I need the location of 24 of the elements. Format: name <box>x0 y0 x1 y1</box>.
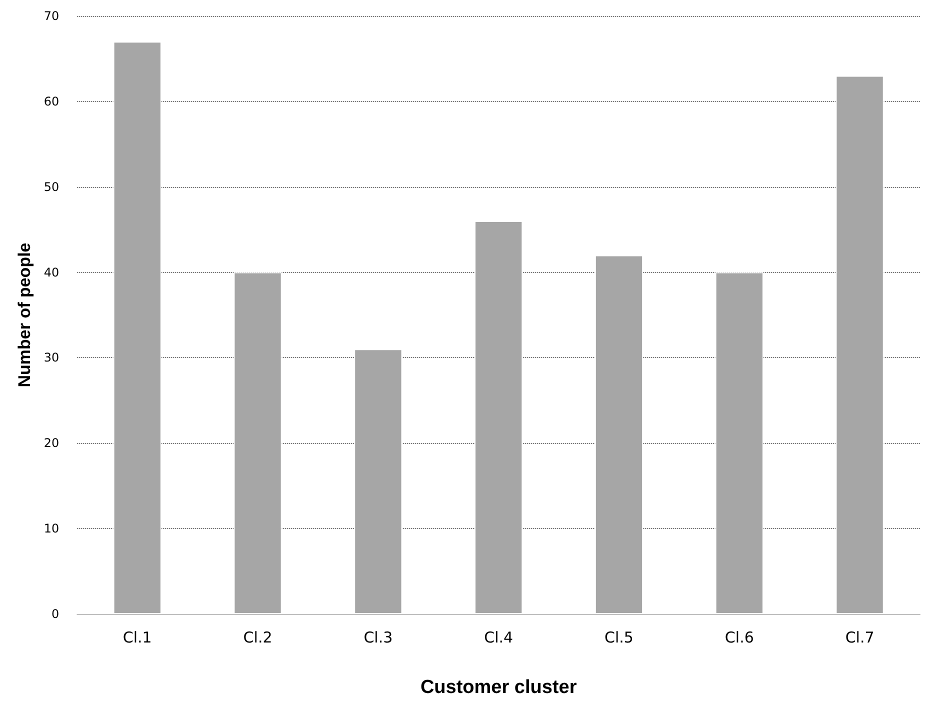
y-tick-label: 60 <box>44 94 60 108</box>
x-tick-label: Cl.4 <box>484 628 514 646</box>
y-tick-label: 70 <box>44 9 60 23</box>
x-tick-label: Cl.1 <box>122 628 152 646</box>
bar <box>836 76 884 614</box>
bar <box>715 272 764 614</box>
x-tick-label: Cl.3 <box>364 628 393 646</box>
bar <box>354 349 402 614</box>
y-tick-label: 50 <box>44 180 60 194</box>
y-axis-title: Number of people <box>15 242 34 388</box>
x-tick-label: Cl.7 <box>845 628 874 646</box>
y-tick-label: 0 <box>52 607 60 621</box>
x-axis-title: Customer cluster <box>420 677 578 698</box>
x-tick-label: Cl.6 <box>724 628 754 646</box>
bar <box>234 272 282 614</box>
y-tick-label: 30 <box>44 350 60 365</box>
x-tick-label: Cl.2 <box>243 628 272 646</box>
x-tick-label: Cl.5 <box>604 628 634 646</box>
y-tick-label: 10 <box>44 522 60 536</box>
y-tick-label: 20 <box>44 436 60 450</box>
bar <box>113 42 162 614</box>
bar <box>474 221 523 614</box>
bar <box>594 255 644 614</box>
y-tick-label: 40 <box>44 265 60 280</box>
